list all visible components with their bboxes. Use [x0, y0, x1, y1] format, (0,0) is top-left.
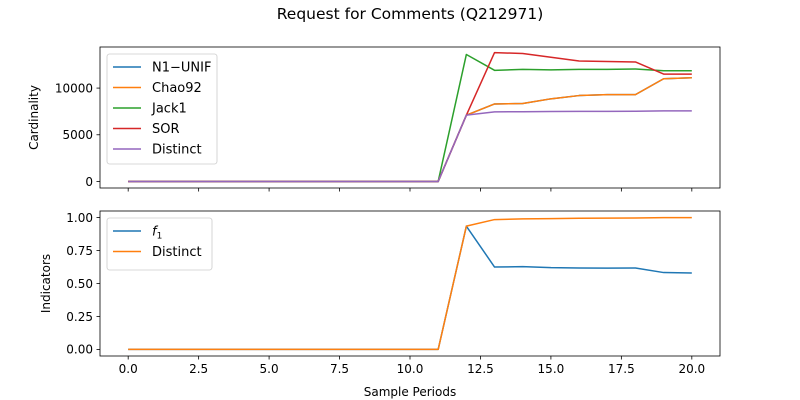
x-tick-label: 10.0 [397, 362, 424, 376]
indicators-panel: 0.0 2.5 5.0 7.5 10.0 12.5 15.0 17.5 20.0 0.00 0.25… [39, 210, 721, 376]
x-tick-label: 15.0 [538, 362, 565, 376]
y-tick-label: 0.00 [66, 343, 93, 357]
legend-label: Distinct [152, 143, 202, 158]
y-tick-label: 0.75 [66, 244, 93, 258]
legend: N1−UNIF Chao92 Jack1 SOR Distinct [106, 53, 218, 165]
y-tick-label: 0.25 [66, 310, 93, 324]
cardinality-panel: 0 5000 10000 Cardinality N1−UNIF Chao92 Jack1 S… [27, 46, 721, 192]
x-tick-label: 20.0 [678, 362, 705, 376]
x-axis-label: Sample Periods [364, 385, 456, 399]
y-tick-label: 0 [85, 175, 93, 189]
y-axis-label: Indicators [39, 254, 53, 313]
series-group [128, 51, 692, 183]
series-group [128, 216, 692, 351]
legend-box [106, 53, 218, 165]
legend-label: N1−UNIF [152, 61, 211, 76]
legend-label: Distinct [152, 245, 202, 260]
x-tick-label: 5.0 [260, 362, 279, 376]
legend: f1 Distinct [106, 217, 213, 271]
y-tick-label: 10000 [55, 81, 93, 95]
x-tick-label: 17.5 [608, 362, 635, 376]
x-tick-label: 12.5 [467, 362, 494, 376]
legend-label: SOR [152, 122, 180, 137]
legend-label: f1 [152, 225, 162, 242]
legend-box [106, 217, 213, 271]
series-line-1 [128, 216, 692, 351]
legend-label: Jack1 [151, 102, 187, 117]
series-line-4 [128, 110, 692, 183]
x-tick-label: 7.5 [330, 362, 349, 376]
figure-title: Request for Comments (Q212971) [277, 5, 544, 23]
x-tick-label: 2.5 [189, 362, 208, 376]
y-tick-label: 5000 [62, 128, 93, 142]
legend-label: Chao92 [152, 81, 202, 96]
y-tick-label: 1.00 [66, 211, 93, 225]
y-tick-label: 0.50 [66, 277, 93, 291]
x-tick-label: 0.0 [119, 362, 138, 376]
y-axis-label: Cardinality [27, 85, 41, 150]
